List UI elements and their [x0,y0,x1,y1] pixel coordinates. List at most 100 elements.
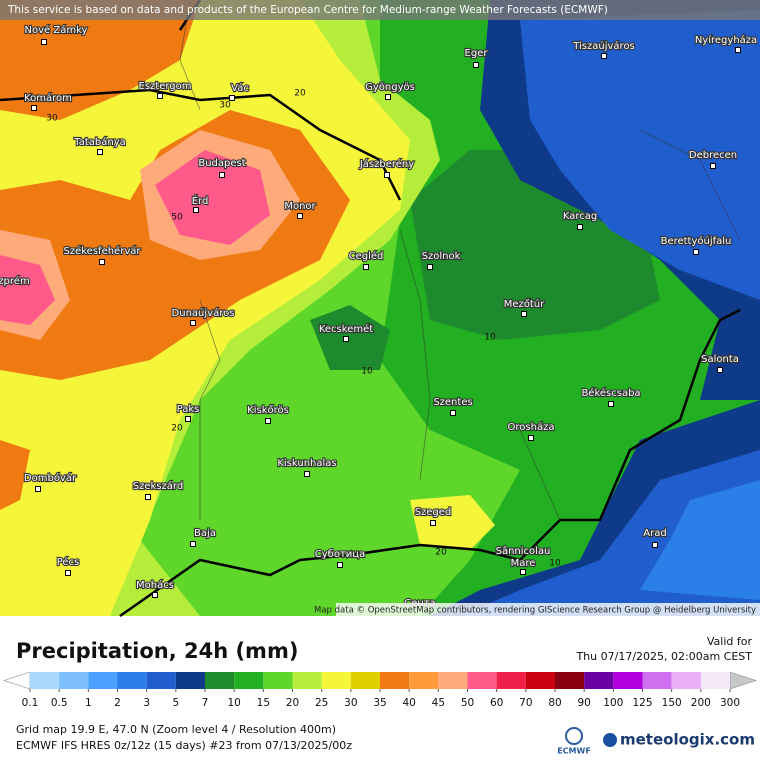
city-dot [297,213,303,219]
legend-swatch [88,672,118,689]
city-dot [601,53,607,59]
legend-tick-label: 40 [402,697,415,709]
city-label: Székesfehérvár [64,245,142,257]
city-label: zprém [0,275,30,287]
legend-under [3,671,31,690]
city-label: Arad [643,528,666,539]
city-label: Суботица [315,549,365,560]
city-dot [710,163,716,169]
city-dot [608,401,614,407]
map [0,0,760,618]
legend-swatch [584,672,614,689]
city-label: Debrecen [689,150,737,161]
notice: This service is based on data and produc… [7,4,608,16]
legend-swatch [642,672,672,689]
city-label: Tatabánya [73,136,126,148]
legend-tick-label: 100 [603,697,623,709]
area [410,495,495,550]
city-dot [145,494,151,500]
city-dot [97,149,103,155]
city-label: Baja [194,528,216,539]
city-dot [363,264,369,270]
area [520,10,760,300]
legend-tick-label: 10 [227,697,240,709]
legend-swatch [263,672,293,689]
legend-tick-label: 1 [85,697,92,709]
legend-tick-label: 2 [114,697,121,709]
city-dot [185,416,191,422]
notice-bar [0,0,760,20]
city-dot [528,435,534,441]
city-dot [35,486,41,492]
legend-swatch [175,672,205,689]
city-label: Szeged [415,507,452,518]
contour-label: 10 [549,559,561,569]
city-dot [430,520,436,526]
city-label: Karcag [563,211,597,222]
legend-tick-label: 60 [490,697,503,709]
legend-tick-label: 300 [720,697,740,709]
city-label: Szentes [433,397,472,408]
legend-tick-label: 45 [432,697,445,709]
legend-swatch [380,672,410,689]
city-dot [31,105,37,111]
brand-logo [603,733,617,747]
city-dot [385,94,391,100]
city-label: Pécs [57,556,80,568]
city-label: Érd [192,194,209,207]
city-label: Szolnok [422,251,461,262]
legend-tick-label: 35 [373,697,386,709]
legend-tick-label: 80 [548,697,561,709]
legend-tick-label: 0.1 [22,697,39,709]
cities: Nové Zámky Komárom Esztergom Vác Eger Gyöngyö… [0,23,758,610]
city-dot [735,47,741,53]
city-label: Orosháza [508,421,555,433]
contour-label: 30 [46,114,58,124]
city-label: Berettyóújfalu [661,235,732,247]
city-label: Paks [177,404,200,415]
contour-label: 20 [171,424,183,434]
city-dot [384,172,390,178]
legend-swatch [671,672,701,689]
legend-tick-label: 15 [257,697,270,709]
city-label: Vác [231,82,249,94]
city-dot [41,39,47,45]
legend: 0.1 0.5 1 2 3 5 7 10 15 20 25 30 35 40 45 50 60 70 80 90 100… [3,671,757,709]
city-dot [190,320,196,326]
legend-tick-label: 70 [519,697,532,709]
legend-swatch [555,672,585,689]
city-dot [693,249,699,255]
city-dot [521,311,527,317]
city-label: Mezőtúr [504,298,545,310]
brand: meteologix.com [620,731,755,749]
city-dot [652,542,658,548]
city-dot [520,569,526,575]
city-label: Nyíregyháza [695,34,757,46]
legend-swatch [321,672,351,689]
city-label: Kecskemét [319,323,373,335]
legend-tick-label: 3 [143,697,150,709]
city-dot [473,62,479,68]
contour-label: 20 [435,548,447,558]
legend-swatch [525,672,555,689]
legend-swatch [146,672,176,689]
contour-label: 30 [219,101,231,111]
legend-swatch [350,672,380,689]
city-dot [717,367,723,373]
footer-line: Grid map 19.9 E, 47.0 N (Zoom level 4 / … [16,723,336,736]
legend-tick-label: 30 [344,697,357,709]
legend-title: Precipitation, 24h (mm) [16,639,298,663]
legend-swatch [59,672,89,689]
contour-label: 10 [361,367,373,377]
city-label: Kiskunhalas [277,458,336,469]
footer-line: ECMWF IFS HRES 0z/12z (15 days) #23 from… [16,739,352,752]
legend-swatch [496,672,526,689]
city-dot [343,336,349,342]
city-dot [265,418,271,424]
city-dot [99,259,105,265]
ecmwf-label: ECMWF [557,747,591,756]
legend-swatch [205,672,235,689]
ecmwf-logo [565,727,583,745]
